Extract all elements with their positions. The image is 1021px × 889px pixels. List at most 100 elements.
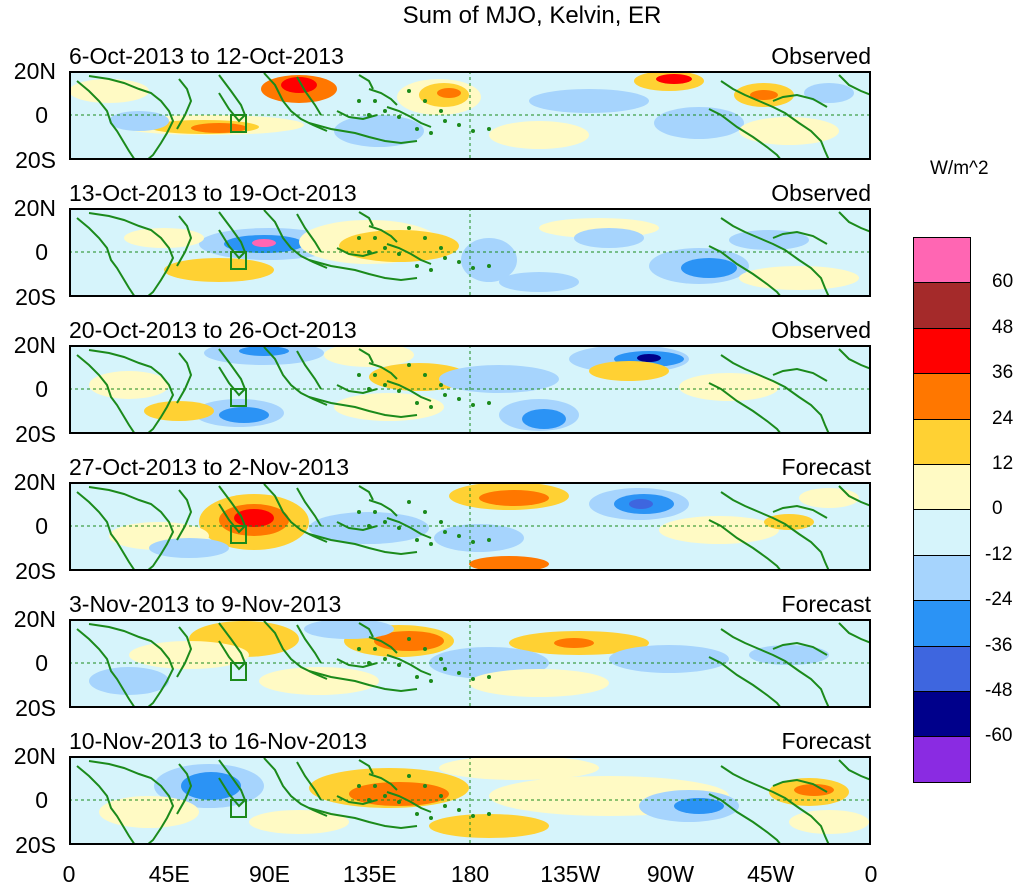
anomaly-contour <box>489 121 589 149</box>
coastline <box>368 225 398 243</box>
coastline <box>358 622 374 638</box>
map-panel <box>69 208 871 297</box>
panel-date-range: 6-Oct-2013 to 12-Oct-2013 <box>69 43 344 69</box>
coastline <box>88 212 175 297</box>
coastline <box>838 622 871 644</box>
coastline <box>296 624 322 664</box>
island <box>397 526 401 530</box>
region-box <box>230 799 247 818</box>
island <box>439 383 443 387</box>
anomaly-contour <box>750 90 778 100</box>
coastline <box>386 791 432 813</box>
latitude-label: 20S <box>15 832 56 858</box>
coastline <box>76 765 136 845</box>
coastline <box>88 760 175 845</box>
anomaly-contour <box>434 524 524 552</box>
latitude-label: 0 <box>35 376 48 402</box>
anomaly-contour <box>239 346 289 356</box>
colorbar-label: -12 <box>985 543 1013 565</box>
colorbar-segment <box>913 464 971 511</box>
coastline <box>838 759 871 781</box>
coastline <box>88 486 175 571</box>
map-panel-svg <box>69 345 871 434</box>
anomaly-contour <box>659 516 779 544</box>
map-panel-svg <box>69 208 871 297</box>
coastline <box>720 354 830 434</box>
panel-frame <box>69 756 871 845</box>
island <box>439 109 443 113</box>
island <box>487 812 491 816</box>
island <box>429 542 433 546</box>
coastline <box>386 517 432 539</box>
coastline <box>720 765 830 845</box>
panel-date-range: 10-Nov-2013 to 16-Nov-2013 <box>69 728 367 754</box>
latitude-label: 0 <box>35 102 48 128</box>
colorbar-segment <box>913 691 971 738</box>
anomaly-contour <box>124 228 204 248</box>
island <box>471 677 475 681</box>
coastline <box>336 247 378 258</box>
island <box>439 246 443 250</box>
longitude-label: 180 <box>450 861 490 887</box>
anomaly-contour <box>589 361 669 381</box>
anomaly-contour <box>219 407 269 423</box>
anomaly-contour <box>729 230 809 250</box>
island <box>357 99 361 103</box>
latitude-label: 0 <box>35 239 48 265</box>
map-panel <box>69 482 871 571</box>
island <box>457 397 461 401</box>
coastline <box>708 245 782 297</box>
island <box>443 667 447 671</box>
latitude-label: 20N <box>13 743 56 769</box>
coastline <box>176 352 193 404</box>
colorbar-segment <box>913 418 971 465</box>
coastline <box>336 521 378 532</box>
island <box>373 99 377 103</box>
island <box>373 236 377 240</box>
colorbar-label: 24 <box>992 407 1014 429</box>
island <box>439 794 443 798</box>
coastline <box>76 491 136 571</box>
map-panel-svg <box>69 619 871 708</box>
latitude-label: 20N <box>13 195 56 221</box>
island <box>415 538 419 542</box>
longitude-label: 135W <box>540 861 601 887</box>
colorbar-label: -36 <box>985 634 1013 656</box>
coastline <box>720 628 830 708</box>
island <box>471 814 475 818</box>
map-panel <box>69 756 871 845</box>
island <box>487 675 491 679</box>
latitude-label: 0 <box>35 787 48 813</box>
panel-type-label: Forecast <box>781 454 871 480</box>
coastline <box>708 656 782 708</box>
island <box>443 119 447 123</box>
region-box <box>230 251 247 270</box>
colorbar-segment <box>913 600 971 647</box>
island <box>423 647 427 651</box>
coastline <box>358 348 374 364</box>
latitude-label: 20N <box>13 332 56 358</box>
panel-date-range: 3-Nov-2013 to 9-Nov-2013 <box>69 591 342 617</box>
island <box>373 784 377 788</box>
panel-frame <box>69 71 871 160</box>
coastline <box>838 211 871 233</box>
anomaly-contour <box>429 814 549 838</box>
colorbar-label: -24 <box>985 589 1013 611</box>
island <box>443 804 447 808</box>
coastline <box>308 396 418 419</box>
coastline <box>358 211 374 227</box>
map-panel <box>69 619 871 708</box>
anomaly-contour <box>804 83 854 103</box>
panel-frame <box>69 345 871 434</box>
anomaly-contour <box>554 638 594 648</box>
island <box>487 127 491 131</box>
latitude-label: 20S <box>15 558 56 584</box>
island <box>357 784 361 788</box>
coastline <box>838 485 871 507</box>
coastline <box>708 519 782 571</box>
anomaly-contour <box>794 784 834 796</box>
island <box>383 794 387 798</box>
island <box>457 123 461 127</box>
coastline <box>296 761 322 801</box>
anomaly-contour <box>749 645 829 665</box>
